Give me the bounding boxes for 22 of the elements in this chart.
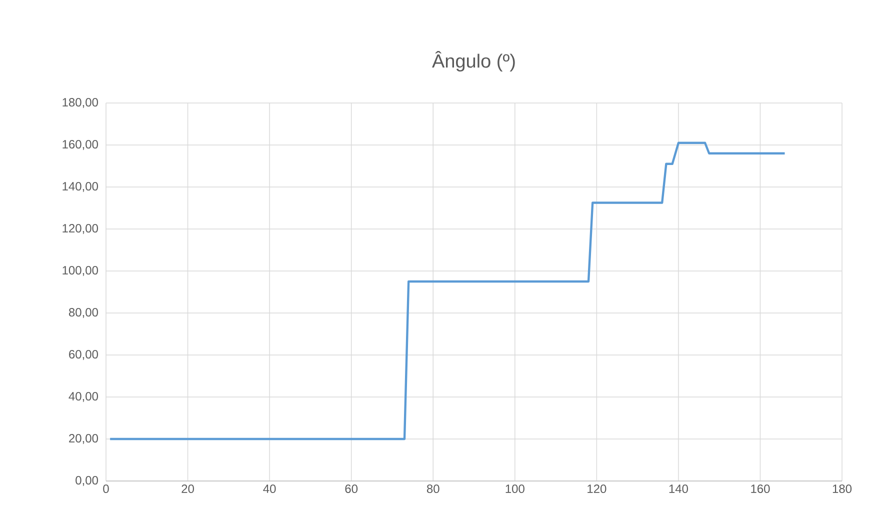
y-tick-label: 0,00: [76, 476, 98, 486]
x-tick-label: 140: [669, 484, 688, 494]
x-tick-label: 80: [426, 484, 440, 494]
x-tick-label: 180: [832, 484, 852, 494]
y-tick-label: 20,00: [69, 434, 98, 444]
x-tick-label: 60: [345, 484, 358, 494]
y-tick-label: 60,00: [69, 350, 98, 360]
y-tick-label: 40,00: [68, 392, 98, 402]
y-tick-label: 140,00: [62, 182, 98, 192]
x-tick-label: 0: [103, 484, 109, 494]
y-tick-label: 80,00: [68, 308, 98, 318]
chart-title: Ângulo (º): [432, 50, 515, 72]
x-tick-label: 20: [182, 484, 194, 494]
x-tick-label: 100: [506, 484, 524, 494]
x-tick-label: 40: [263, 484, 276, 494]
line-series: [108, 142, 786, 440]
x-tick-label: 120: [588, 484, 606, 494]
y-tick-label: 100,00: [62, 266, 98, 276]
x-tick-label: 160: [751, 484, 770, 494]
y-tick-label: 160,00: [62, 140, 98, 150]
y-tick-label: 120,00: [62, 224, 98, 234]
y-tick-label: 180,00: [62, 98, 98, 108]
